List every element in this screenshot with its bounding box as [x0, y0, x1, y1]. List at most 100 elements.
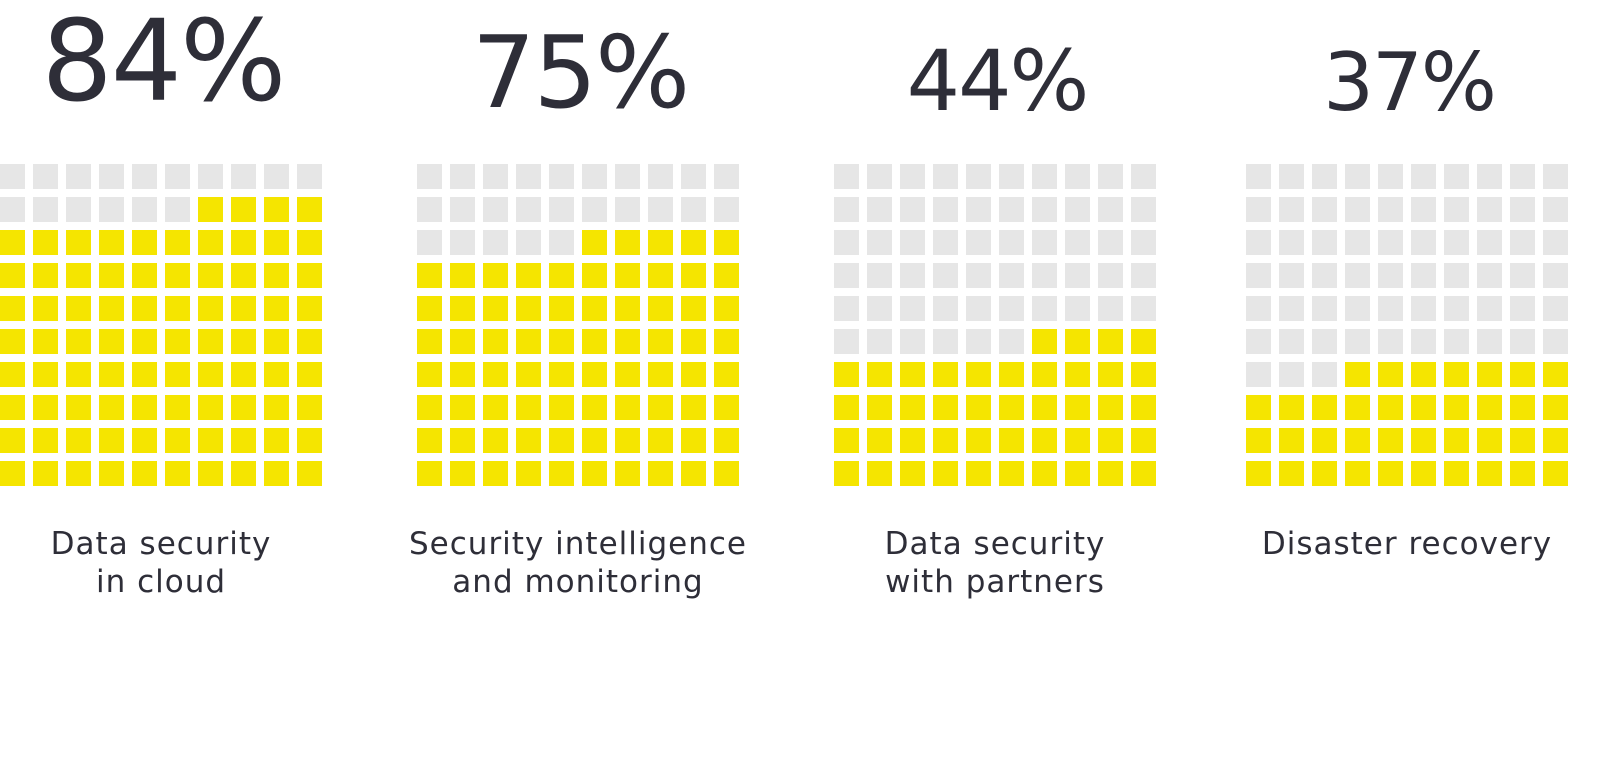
filled-cell — [0, 362, 25, 387]
filled-cell — [231, 197, 256, 222]
empty-cell — [1032, 263, 1057, 288]
empty-cell — [900, 296, 925, 321]
filled-cell — [681, 428, 706, 453]
empty-cell — [1444, 296, 1469, 321]
filled-cell — [264, 395, 289, 420]
filled-cell — [165, 263, 190, 288]
filled-cell — [417, 461, 442, 486]
empty-cell — [1131, 263, 1156, 288]
filled-cell — [1312, 395, 1337, 420]
filled-cell — [33, 329, 58, 354]
filled-cell — [198, 362, 223, 387]
filled-cell — [1065, 428, 1090, 453]
empty-cell — [483, 164, 508, 189]
empty-cell — [1098, 263, 1123, 288]
filled-cell — [966, 461, 991, 486]
filled-cell — [132, 428, 157, 453]
filled-cell — [198, 296, 223, 321]
filled-cell — [681, 362, 706, 387]
empty-cell — [1510, 230, 1535, 255]
filled-cell — [648, 395, 673, 420]
filled-cell — [1543, 395, 1568, 420]
filled-cell — [900, 428, 925, 453]
category-label: in cloud — [96, 564, 226, 600]
filled-cell — [450, 296, 475, 321]
filled-cell — [231, 230, 256, 255]
category-label: with partners — [885, 564, 1105, 600]
empty-cell — [450, 164, 475, 189]
empty-cell — [1378, 263, 1403, 288]
filled-cell — [1477, 428, 1502, 453]
empty-cell — [1312, 164, 1337, 189]
empty-cell — [99, 164, 124, 189]
filled-cell — [834, 395, 859, 420]
empty-cell — [867, 263, 892, 288]
filled-cell — [99, 428, 124, 453]
filled-cell — [1411, 362, 1436, 387]
filled-cell — [483, 263, 508, 288]
filled-cell — [231, 329, 256, 354]
filled-cell — [0, 461, 25, 486]
empty-cell — [0, 197, 25, 222]
filled-cell — [1098, 428, 1123, 453]
empty-cell — [1279, 263, 1304, 288]
filled-cell — [66, 395, 91, 420]
empty-cell — [1543, 296, 1568, 321]
filled-cell — [1312, 428, 1337, 453]
empty-cell — [1543, 197, 1568, 222]
empty-cell — [1131, 164, 1156, 189]
empty-cell — [615, 197, 640, 222]
filled-cell — [549, 428, 574, 453]
filled-cell — [297, 329, 322, 354]
filled-cell — [516, 296, 541, 321]
filled-cell — [483, 428, 508, 453]
empty-cell — [1510, 164, 1535, 189]
filled-cell — [1065, 362, 1090, 387]
empty-cell — [1279, 230, 1304, 255]
filled-cell — [297, 296, 322, 321]
filled-cell — [165, 461, 190, 486]
empty-cell — [933, 197, 958, 222]
filled-cell — [198, 461, 223, 486]
filled-cell — [648, 263, 673, 288]
empty-cell — [549, 164, 574, 189]
filled-cell — [99, 263, 124, 288]
filled-cell — [582, 230, 607, 255]
empty-cell — [483, 197, 508, 222]
filled-cell — [714, 263, 739, 288]
empty-cell — [1477, 263, 1502, 288]
empty-cell — [1411, 230, 1436, 255]
filled-cell — [483, 329, 508, 354]
filled-cell — [231, 395, 256, 420]
filled-cell — [33, 428, 58, 453]
filled-cell — [549, 395, 574, 420]
filled-cell — [615, 395, 640, 420]
filled-cell — [549, 296, 574, 321]
filled-cell — [933, 461, 958, 486]
empty-cell — [1312, 329, 1337, 354]
waffle — [1246, 164, 1568, 486]
empty-cell — [834, 164, 859, 189]
filled-cell — [264, 329, 289, 354]
filled-cell — [297, 395, 322, 420]
filled-cell — [264, 230, 289, 255]
filled-cell — [516, 362, 541, 387]
filled-cell — [198, 428, 223, 453]
filled-cell — [66, 296, 91, 321]
filled-cell — [615, 230, 640, 255]
empty-cell — [1477, 329, 1502, 354]
filled-cell — [0, 296, 25, 321]
waffle — [0, 164, 322, 486]
filled-cell — [231, 263, 256, 288]
empty-cell — [900, 230, 925, 255]
empty-cell — [198, 164, 223, 189]
filled-cell — [1411, 395, 1436, 420]
filled-cell — [1477, 395, 1502, 420]
filled-cell — [999, 395, 1024, 420]
filled-cell — [1098, 395, 1123, 420]
empty-cell — [648, 164, 673, 189]
waffle — [834, 164, 1156, 486]
filled-cell — [1510, 428, 1535, 453]
filled-cell — [867, 461, 892, 486]
filled-cell — [165, 395, 190, 420]
